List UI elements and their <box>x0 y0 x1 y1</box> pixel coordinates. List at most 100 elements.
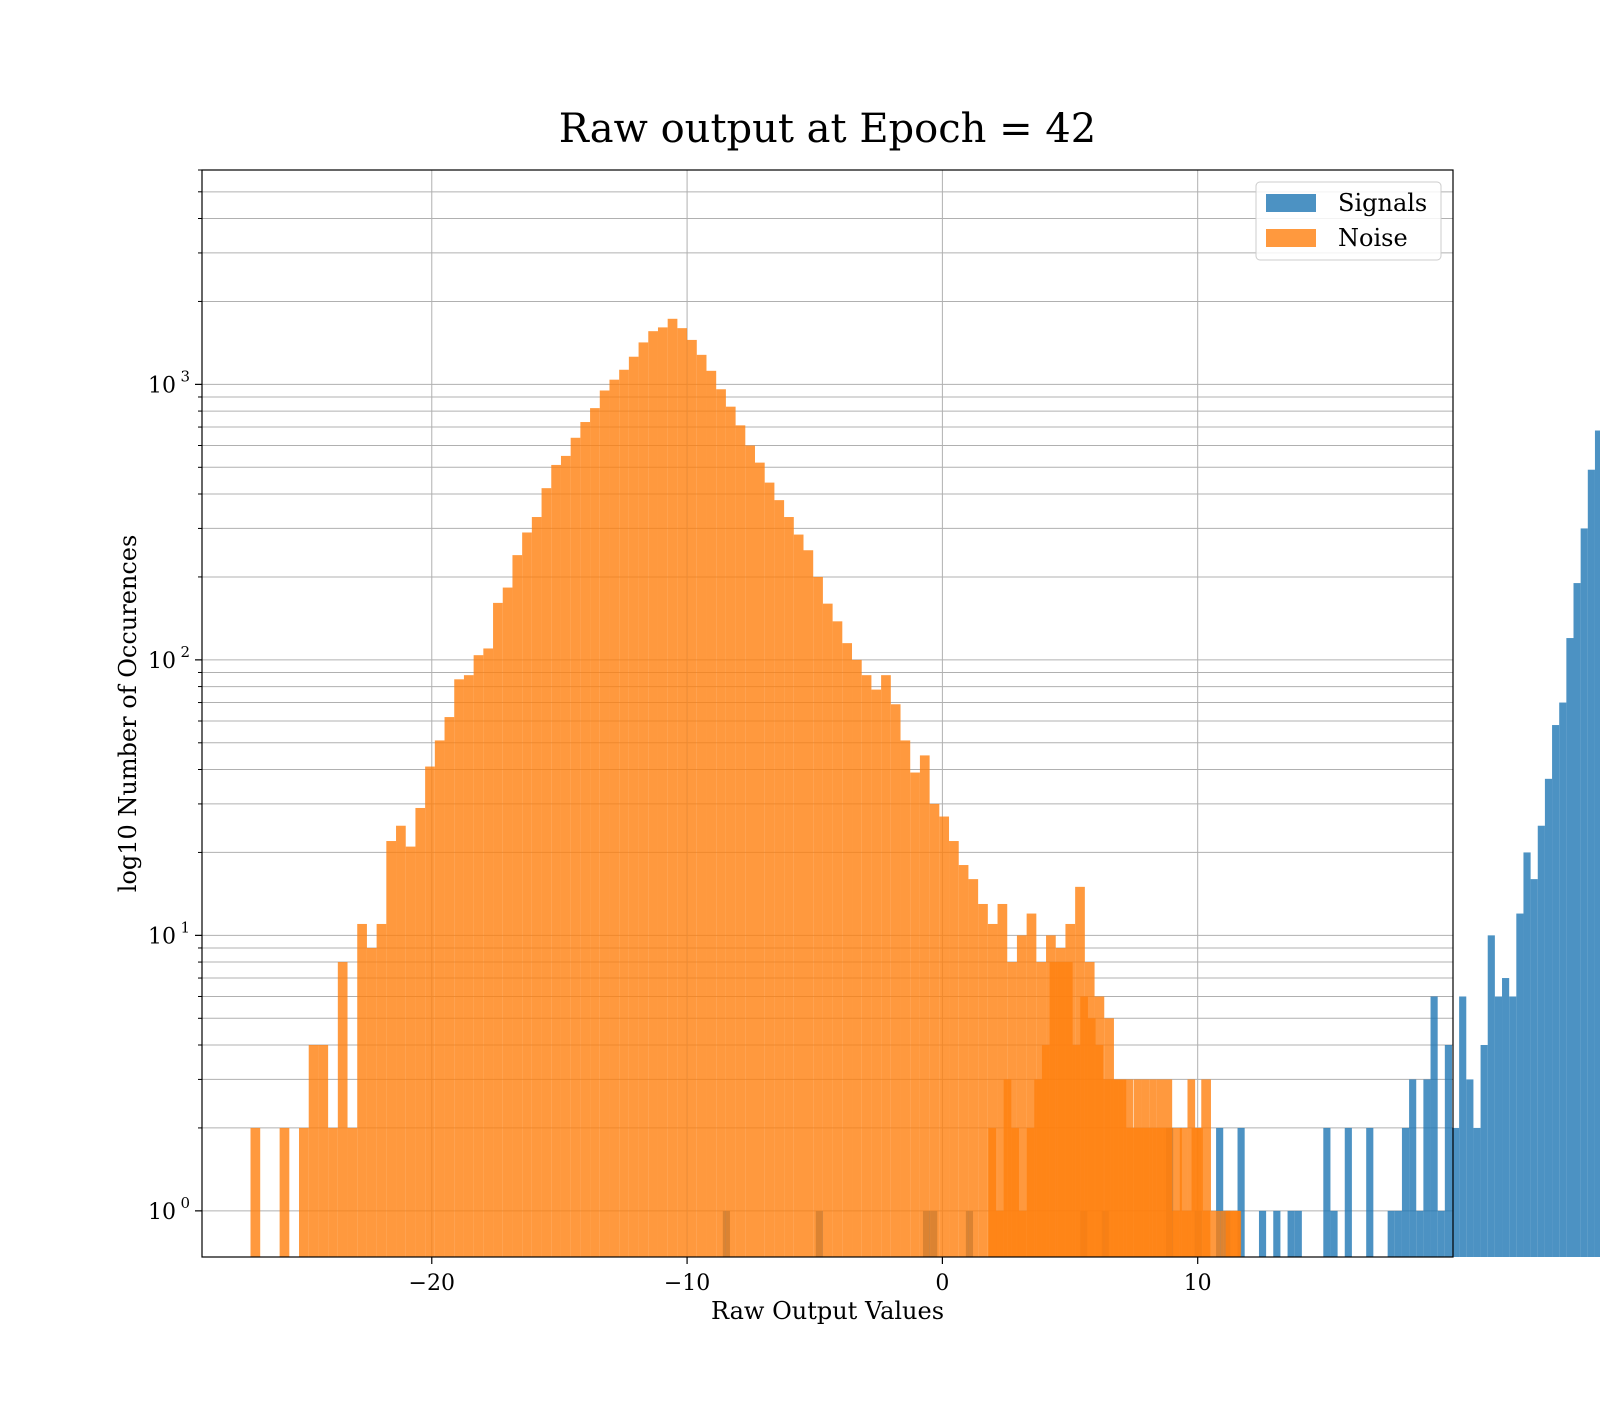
histogram-bar <box>522 532 532 1257</box>
histogram-bar <box>1179 1127 1188 1257</box>
histogram-bar <box>502 587 513 1257</box>
legend: Signals Noise <box>1255 181 1442 261</box>
histogram-bar <box>425 766 435 1257</box>
histogram-bar <box>1480 1044 1488 1257</box>
histogram-bar <box>1018 1210 1027 1257</box>
histogram-bar <box>250 1127 261 1257</box>
y-tick-exponent: 2 <box>180 643 190 661</box>
histogram-bar <box>1110 1079 1119 1257</box>
histogram-bar <box>1149 1079 1157 1257</box>
histogram-bar <box>687 339 697 1258</box>
histogram-bar <box>1366 1127 1374 1257</box>
histogram-bar <box>1087 1018 1096 1257</box>
histogram-bar <box>551 464 561 1257</box>
x-tick-label: 0 <box>935 1271 949 1296</box>
histogram-bar <box>1416 1210 1424 1257</box>
histogram-bar <box>1409 1079 1417 1257</box>
histogram-bar <box>716 389 726 1257</box>
legend-swatch <box>1266 229 1316 247</box>
histogram-bar <box>1026 913 1037 1257</box>
histogram-bar <box>997 903 1008 1257</box>
histogram-bar <box>1133 1079 1142 1257</box>
histogram-bar <box>1225 1210 1234 1257</box>
histogram-bar <box>696 354 707 1257</box>
histogram-bar <box>386 841 397 1257</box>
histogram-bar <box>444 717 455 1257</box>
histogram-bar <box>1294 1210 1302 1257</box>
histogram-bar <box>1057 962 1065 1257</box>
histogram-bar <box>1049 962 1058 1257</box>
histogram-bar <box>1423 1079 1431 1257</box>
histogram-bar <box>580 422 591 1257</box>
legend-label: Noise <box>1338 224 1408 252</box>
histogram-bar <box>415 807 426 1257</box>
histogram-bar <box>1233 1210 1242 1257</box>
histogram-bar <box>822 603 833 1257</box>
x-tick-label: 10 <box>1184 1271 1212 1296</box>
histogram-bar <box>1516 913 1524 1257</box>
histogram-bar <box>890 704 901 1257</box>
histogram-bar <box>852 659 862 1257</box>
y-tick-label: 10 <box>148 1200 176 1225</box>
histogram-bar <box>541 488 552 1257</box>
histogram-bar <box>1530 879 1538 1257</box>
histogram-bar <box>434 740 445 1257</box>
histogram-bar <box>1552 725 1560 1257</box>
histogram-bar <box>318 1044 329 1257</box>
histogram-bar <box>1072 1044 1081 1257</box>
histogram-bar <box>590 408 600 1257</box>
legend-swatch <box>1266 194 1316 212</box>
histogram-bar <box>1566 638 1574 1257</box>
histogram-bar <box>774 500 785 1258</box>
histogram-bar <box>1156 1079 1165 1257</box>
histogram-bar <box>1026 1127 1035 1257</box>
histogram-bar <box>376 923 387 1257</box>
histogram-bar <box>638 342 649 1257</box>
histogram-bar <box>1202 1210 1211 1257</box>
y-tick-label: 10 <box>148 649 176 674</box>
x-tick-label: −10 <box>664 1271 710 1296</box>
histogram-bar <box>832 621 843 1257</box>
histogram-bar <box>900 740 911 1257</box>
histogram-bar <box>512 555 523 1257</box>
histogram-bar <box>1430 996 1438 1257</box>
histogram-bar <box>560 455 571 1258</box>
histogram-bar <box>745 445 755 1258</box>
histogram-bar <box>996 1210 1004 1257</box>
histogram-bar <box>1064 962 1073 1257</box>
histogram-bar <box>871 689 882 1257</box>
histogram-bar <box>1594 430 1600 1257</box>
histogram-bar <box>813 576 823 1257</box>
histogram-bar <box>299 1127 309 1257</box>
histogram-bar <box>735 425 746 1257</box>
histogram-bar <box>939 816 950 1257</box>
histogram-bar <box>1466 1079 1474 1257</box>
histogram-bar <box>1216 1127 1224 1257</box>
histogram-bar <box>463 675 474 1257</box>
histogram-bar <box>919 755 930 1257</box>
histogram-bar <box>405 846 416 1257</box>
x-tick-label: −20 <box>409 1271 455 1296</box>
y-tick-label: 10 <box>148 373 176 398</box>
histogram-bar <box>1118 1079 1127 1257</box>
histogram-bar <box>803 550 814 1257</box>
histogram-bar <box>929 803 940 1257</box>
histogram-bar <box>667 318 678 1257</box>
y-tick-exponent: 1 <box>180 918 190 936</box>
histogram-bar <box>531 517 542 1257</box>
histogram-bar <box>1007 962 1017 1257</box>
histogram-bar <box>1287 1210 1295 1257</box>
histogram-bar <box>1523 852 1531 1257</box>
histogram-bar <box>861 675 872 1257</box>
histogram-bar <box>1587 469 1595 1257</box>
histogram-bar <box>657 327 668 1257</box>
histogram-bar <box>1172 1127 1182 1257</box>
y-tick-label: 10 <box>148 924 176 949</box>
histogram-bar <box>1330 1210 1338 1257</box>
histogram-bar <box>1041 1044 1050 1257</box>
histogram-bar <box>1164 1079 1173 1257</box>
histogram-bar <box>1580 528 1588 1257</box>
histogram-bar <box>609 379 620 1258</box>
